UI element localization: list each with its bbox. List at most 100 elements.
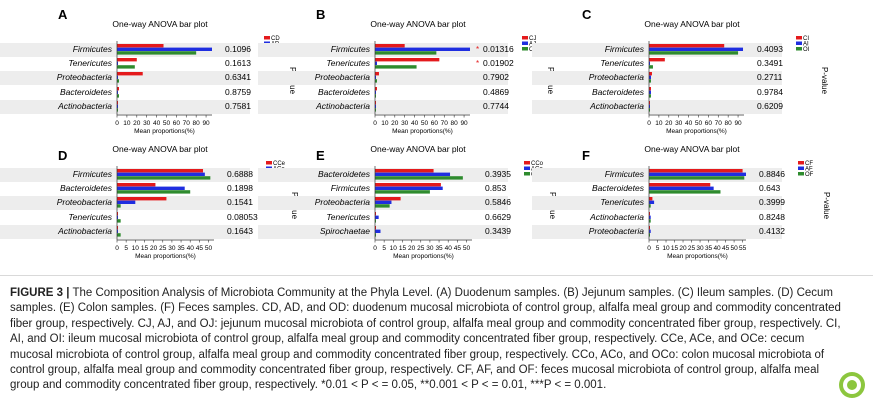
x-tick-label: 0 (647, 245, 651, 252)
bar-cj-actinobacteria (375, 101, 376, 105)
bar-oco-tenericutes (375, 219, 376, 223)
p-value: 0.1541 (227, 197, 253, 207)
panel-letter: F (582, 148, 590, 163)
chart-title: One-way ANOVA bar plot (112, 144, 208, 154)
bar-cf-proteobacteria (649, 226, 650, 230)
bar-cj-tenericutes (375, 58, 440, 62)
x-tick-label: 80 (725, 120, 733, 127)
x-tick-label: 45 (722, 245, 730, 252)
x-tick-label: 50 (463, 245, 471, 252)
bar-ace-firmicutes (117, 172, 205, 176)
category-label: Tenericutes (68, 58, 112, 68)
bar-ace-tenericutes (117, 215, 118, 219)
legend-label: CD (271, 36, 280, 42)
bar-oj-firmicutes (375, 51, 437, 55)
x-axis-label: Mean proportions(%) (667, 253, 728, 260)
x-tick-label: 0 (115, 245, 119, 252)
bar-cce-bacteroidetes (117, 183, 156, 187)
legend-swatch (264, 36, 270, 40)
x-tick-label: 60 (431, 120, 439, 127)
bar-ai-tenericutes (649, 61, 650, 65)
bar-cd-proteobacteria (117, 72, 143, 76)
bar-ci-proteobacteria (649, 72, 652, 76)
p-value: 0.3439 (485, 226, 511, 236)
legend-swatch (798, 166, 804, 170)
chart-title: One-way ANOVA bar plot (370, 19, 466, 29)
p-value: 0.1643 (227, 226, 253, 236)
bar-ai-firmicutes (649, 47, 744, 51)
bar-of-tenericutes (649, 204, 651, 208)
bar-ci-firmicutes (649, 44, 725, 48)
bar-cce-tenericutes (117, 212, 118, 216)
significance-star: * (476, 45, 479, 54)
bar-cj-firmicutes (375, 44, 405, 48)
p-value: 0.7744 (483, 101, 509, 111)
p-value: 0.8248 (759, 212, 785, 222)
category-label: Bacteroidetes (60, 87, 113, 97)
bar-ace-proteobacteria (117, 200, 136, 204)
bar-cco-firmicutes (375, 183, 441, 187)
bar-aco-proteobacteria (375, 200, 392, 204)
x-tick-label: 0 (373, 245, 377, 252)
bar-od-actinobacteria (117, 108, 118, 112)
x-tick-label: 25 (417, 245, 425, 252)
bar-oce-actinobacteria (117, 233, 121, 237)
row-stripe (258, 225, 508, 239)
x-tick-label: 30 (675, 120, 683, 127)
x-tick-label: 40 (445, 245, 453, 252)
bar-of-bacteroidetes (649, 190, 721, 194)
p-value: 0.853 (485, 183, 507, 193)
legend-label: CCo (531, 161, 544, 167)
bar-ci-bacteroidetes (649, 87, 651, 91)
legend-swatch (798, 161, 804, 165)
bar-aco-spirochaetae (375, 229, 381, 233)
category-label: Tenericutes (68, 212, 112, 222)
row-stripe (532, 196, 782, 210)
row-stripe (532, 71, 782, 85)
bar-aco-tenericutes (375, 215, 379, 219)
p-value: 0.1898 (227, 183, 253, 193)
bar-af-tenericutes (649, 200, 655, 204)
x-tick-label: 60 (173, 120, 181, 127)
p-value: 0.01316 (483, 44, 514, 54)
p-value-axis-label: P-value (822, 192, 831, 220)
x-tick-label: 70 (715, 120, 723, 127)
x-tick-label: 20 (665, 120, 673, 127)
bar-oi-bacteroidetes (649, 94, 651, 98)
category-label: Tenericutes (600, 197, 644, 207)
p-value: 0.9784 (757, 87, 783, 97)
p-value: 0.7581 (225, 101, 251, 111)
x-tick-label: 15 (671, 245, 679, 252)
bar-oi-proteobacteria (649, 79, 651, 83)
p-value-axis-label: P-value (820, 67, 829, 95)
bar-cce-proteobacteria (117, 197, 167, 201)
x-axis-label: Mean proportions(%) (135, 253, 196, 260)
category-label: Bacteroidetes (318, 87, 371, 97)
p-value: 0.3491 (757, 58, 783, 68)
bar-ai-proteobacteria (649, 75, 651, 79)
bar-cd-bacteroidetes (117, 87, 119, 91)
x-axis-label: Mean proportions(%) (393, 253, 454, 260)
category-label: Bacteroidetes (60, 183, 113, 193)
bar-ad-tenericutes (117, 61, 118, 65)
panel-letter: B (316, 7, 325, 22)
x-tick-label: 30 (426, 245, 434, 252)
x-tick-label: 20 (679, 245, 687, 252)
legend-label: OF (805, 172, 814, 178)
bar-af-proteobacteria (649, 229, 651, 233)
legend-swatch (524, 166, 530, 170)
category-label: Tenericutes (600, 58, 644, 68)
x-tick-label: 0 (115, 120, 119, 127)
p-value: 0.4869 (483, 87, 509, 97)
x-tick-label: 30 (168, 245, 176, 252)
x-tick-label: 70 (441, 120, 449, 127)
bar-ace-actinobacteria (117, 229, 118, 233)
panel-letter: A (58, 7, 68, 22)
bar-oi-actinobacteria (649, 108, 650, 112)
x-axis-label: Mean proportions(%) (666, 128, 727, 135)
